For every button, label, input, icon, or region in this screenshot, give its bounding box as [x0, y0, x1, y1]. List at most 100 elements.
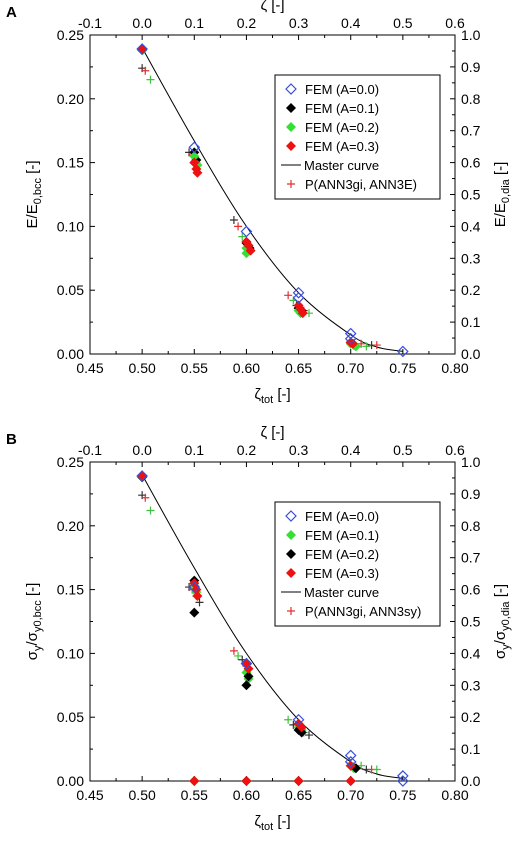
x-tick-label: 0.55	[181, 787, 208, 803]
ann-plus-point	[357, 339, 366, 348]
fem-point	[192, 590, 203, 601]
y-tick-label: 0.05	[57, 709, 84, 725]
fem-point	[192, 167, 203, 178]
x-tick-label: 0.80	[441, 360, 468, 376]
legend-marker	[286, 530, 296, 540]
y-tick-label: 0.25	[57, 454, 84, 470]
legend-label: P(ANN3gi, ANN3sy)	[305, 604, 421, 619]
y-right-tick-label: 0.7	[461, 550, 481, 566]
y-axis-label-part: y	[32, 645, 44, 651]
legend-label: FEM (A=0.0)	[305, 82, 379, 97]
fem-open-point	[136, 470, 148, 482]
x-tick-label: 0.65	[285, 360, 312, 376]
x-top-tick-label: 0.5	[393, 442, 413, 458]
legend-marker	[287, 607, 295, 615]
y-axis-label-part: [-]	[24, 161, 41, 179]
legend-marker	[285, 510, 297, 522]
x-tick-label: 0.50	[129, 360, 156, 376]
legend-label: FEM (A=0.3)	[305, 566, 379, 581]
y-right-tick-label: 0.5	[461, 187, 481, 203]
y-right-tick-label: 0.2	[461, 282, 481, 298]
y-axis-label: E/E0,bcc [-]	[24, 161, 44, 229]
y-right-tick-label: 0.5	[461, 614, 481, 630]
fem-point	[241, 776, 252, 786]
panel-b: 0.45 0.50 0.55 0.60 0.65 0.70 0.75 0.80-0.1 0.0 0…	[6, 424, 512, 833]
y-right-axis-label-part: [-]	[492, 584, 509, 602]
x-top-tick-label: 0.6	[445, 442, 465, 458]
y-right-tick-label: 0.1	[461, 741, 481, 757]
fem-open-point	[292, 292, 305, 304]
x-tick-label: 0.75	[389, 360, 416, 376]
x-top-axis-label: ζ [-]	[260, 424, 284, 441]
y-axis-label-part: E/E	[24, 204, 41, 228]
y-right-tick-label: 0.0	[461, 346, 481, 362]
ann-plus-point	[372, 341, 381, 350]
master-curve	[141, 47, 403, 352]
y-tick-label: 0.10	[57, 645, 84, 661]
x-axis-label-part: tot	[261, 394, 273, 406]
data-layer	[136, 43, 409, 358]
x-axis-label-part: [-]	[273, 386, 291, 403]
legend: FEM (A=0.0) FEM (A=0.1) FEM (A=0.2) FEM (A=…	[274, 501, 441, 627]
y-tick-label: 0.20	[57, 91, 84, 107]
y-right-axis-label-part: σ	[492, 649, 509, 659]
fem-open-point	[344, 749, 357, 762]
y-right-tick-label: 0.4	[461, 218, 481, 234]
y-tick-label: 0.15	[57, 155, 84, 171]
fem-open-point	[188, 141, 201, 154]
fem-point	[243, 671, 254, 682]
ann-plus-point	[141, 493, 150, 502]
ann-plus-point	[362, 342, 371, 351]
legend: FEM (A=0.0) FEM (A=0.1) FEM (A=0.2) FEM (A=…	[274, 74, 441, 200]
y-right-axis-label-part: 0,dia	[500, 178, 512, 203]
data-layer	[136, 470, 409, 787]
x-tick-label: 0.70	[337, 360, 364, 376]
x-top-axis-label: ζ [-]	[260, 0, 284, 14]
legend-label: Master curve	[304, 585, 379, 600]
fem-point	[189, 151, 200, 162]
y-tick-label: 0.15	[57, 582, 84, 598]
ann-plus-point	[234, 222, 243, 231]
y-right-tick-label: 0.6	[461, 155, 481, 171]
y-tick-label: 0.05	[57, 282, 84, 298]
legend-label: FEM (A=0.1)	[305, 101, 379, 116]
x-axis-label-part: ζ	[254, 386, 261, 403]
y-axis-label-part: σ	[24, 650, 41, 660]
panel-letter: A	[6, 4, 17, 21]
y-tick-label: 0.20	[57, 518, 84, 534]
fem-open-point	[397, 770, 409, 782]
legend-label: P(ANN3gi, ANN3E)	[305, 177, 417, 192]
x-top-tick-label: -0.1	[78, 15, 102, 31]
fem-open-point	[292, 286, 305, 299]
x-tick-label: 0.50	[129, 787, 156, 803]
fem-point	[345, 760, 356, 771]
x-axis-label-part: ζ	[254, 813, 261, 830]
y-axis-label-part: /σ	[24, 631, 41, 645]
ann-plus-point	[229, 646, 238, 655]
ann-plus-point	[146, 75, 155, 84]
ann-plus-point	[146, 506, 155, 515]
x-tick-label: 0.55	[181, 360, 208, 376]
fem-point	[189, 607, 200, 618]
y-right-tick-label: 0.7	[461, 123, 481, 139]
y-right-axis-label-part: y0,dia	[500, 601, 512, 631]
fem-point	[241, 680, 252, 691]
fem-point	[189, 776, 200, 786]
x-top-tick-label: 0.5	[393, 15, 413, 31]
legend-marker	[285, 83, 297, 95]
ann-plus-point	[357, 761, 366, 770]
y-right-tick-label: 1.0	[461, 27, 481, 43]
x-top-tick-label: 0.1	[185, 442, 205, 458]
legend-label: FEM (A=0.0)	[305, 509, 379, 524]
fem-open-point	[240, 657, 253, 670]
fem-open-point	[397, 345, 409, 358]
x-top-tick-label: 0.2	[237, 15, 257, 31]
x-top-tick-label: 0.0	[132, 442, 152, 458]
x-top-tick-label: 0.1	[185, 15, 205, 31]
fem-open-point	[344, 756, 357, 768]
y-right-tick-label: 0.9	[461, 486, 481, 502]
y-right-axis-label: σy/σy0,dia [-]	[492, 584, 512, 659]
y-right-tick-label: 1.0	[461, 454, 481, 470]
legend-label: FEM (A=0.1)	[305, 528, 379, 543]
